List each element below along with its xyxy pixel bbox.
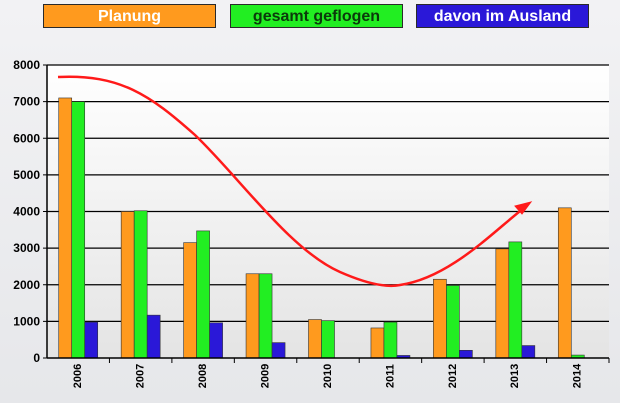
bar-2007-series-1 <box>133 210 148 359</box>
legend-davon-im-ausland: davon im Ausland <box>416 4 589 28</box>
bar-2008-series-1 <box>196 230 210 359</box>
y-tick-label-1000: 1000 <box>13 314 40 328</box>
y-tick-label-4000: 4000 <box>13 205 40 219</box>
bar-2009-series-1 <box>258 273 273 359</box>
y-tick-labels: 0 1000 2000 3000 4000 5000 6000 7000 8000 <box>13 58 40 365</box>
bar-2014-series-0 <box>557 207 572 359</box>
x-tick-label-2007: 2007 <box>135 364 147 388</box>
y-tick-label-3000: 3000 <box>13 241 40 255</box>
x-tick-label-2012: 2012 <box>447 364 459 388</box>
legend-gesamt-geflogen: gesamt geflogen <box>230 4 403 28</box>
legend-label-planung: Planung <box>97 8 162 25</box>
trend-curve <box>57 75 525 288</box>
x-tick-label-2010: 2010 <box>322 364 334 388</box>
legend-label-gesamt-geflogen: gesamt geflogen <box>252 8 381 25</box>
bar-2013-series-0 <box>495 248 510 359</box>
x-tick-label-2009: 2009 <box>259 364 271 388</box>
y-tick-label-2000: 2000 <box>13 278 40 292</box>
x-tick-label-2006: 2006 <box>72 364 84 388</box>
x-tick-label-2011: 2011 <box>384 364 396 388</box>
bar-2013-series-2 <box>521 345 536 359</box>
legend-label-davon-im-ausland: davon im Ausland <box>433 8 572 25</box>
bar-2011-series-0 <box>370 327 385 359</box>
bar-2006-series-2 <box>84 321 99 359</box>
y-tick-label-0: 0 <box>33 351 40 365</box>
bars <box>58 97 585 359</box>
bar-2007-series-0 <box>120 211 135 359</box>
trend-annotation <box>57 75 533 288</box>
x-tick-labels: 2006 2007 2008 2009 2010 2011 2012 2013 2014 <box>72 363 584 388</box>
y-tick-label-7000: 7000 <box>13 95 40 109</box>
bar-2010-series-0 <box>308 319 322 359</box>
x-tick-label-2014: 2014 <box>572 363 584 388</box>
bar-2012-series-2 <box>459 350 473 359</box>
legend-planung: Planung <box>43 4 216 28</box>
bar-2012-series-0 <box>433 278 447 359</box>
axes <box>43 64 610 363</box>
y-tick-label-8000: 8000 <box>13 58 40 72</box>
bar-2013-series-1 <box>508 241 523 359</box>
bar-2007-series-2 <box>146 314 161 359</box>
trend-arrowhead <box>514 201 533 215</box>
bar-2008-series-2 <box>209 322 223 359</box>
bar-2009-series-0 <box>245 273 260 359</box>
y-tick-label-6000: 6000 <box>13 131 40 145</box>
x-tick-label-2008: 2008 <box>197 364 209 388</box>
bar-2010-series-1 <box>321 320 335 359</box>
bar-2008-series-0 <box>183 242 197 359</box>
x-tick-label-2013: 2013 <box>509 364 521 388</box>
bar-2009-series-2 <box>271 342 286 359</box>
bar-2006-series-0 <box>58 97 73 359</box>
bar-2011-series-1 <box>383 321 398 359</box>
bar-2006-series-1 <box>71 101 86 359</box>
bar-2012-series-1 <box>446 285 460 359</box>
y-tick-label-5000: 5000 <box>13 168 40 182</box>
